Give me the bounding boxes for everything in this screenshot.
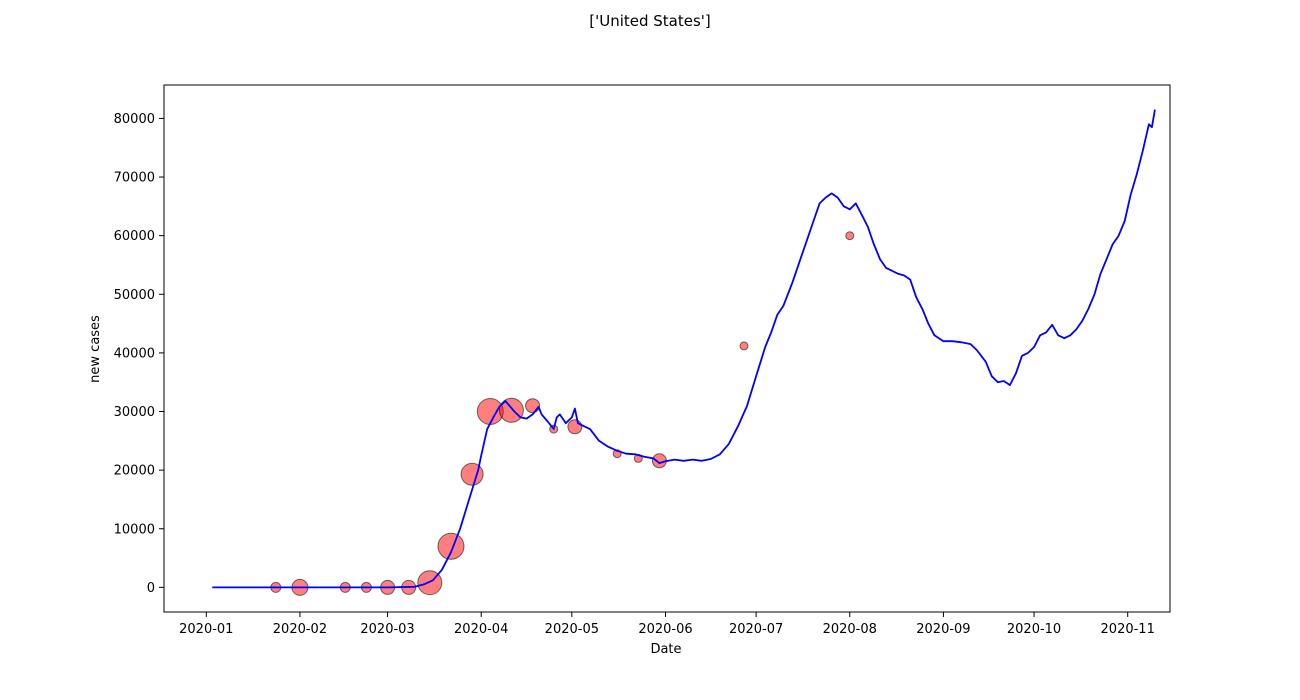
- x-tick-label: 2020-11: [1101, 622, 1155, 637]
- y-tick-label: 70000: [114, 171, 155, 186]
- x-tick-label: 2020-07: [729, 622, 783, 637]
- scatter-point: [845, 231, 855, 241]
- axes: 2020-01 2020-02 2020-03 2020-04 2020-05 2020-…: [114, 112, 1155, 637]
- x-tick-label: 2020-09: [916, 622, 970, 637]
- series-line: [212, 109, 1156, 589]
- x-tick-label: 2020-08: [823, 622, 877, 637]
- x-axis-label: Date: [650, 642, 681, 657]
- scatter-point: [437, 532, 465, 560]
- y-axis-label: new cases: [88, 315, 103, 383]
- plot-area: [164, 85, 1170, 612]
- y-tick-label: 40000: [114, 346, 155, 361]
- y-tick-label: 50000: [114, 288, 155, 303]
- scatter-point: [567, 419, 583, 435]
- y-tick-label: 30000: [114, 405, 155, 420]
- x-tick-label: 2020-10: [1007, 622, 1061, 637]
- x-tick-label: 2020-02: [273, 622, 327, 637]
- x-tick-label: 2020-06: [638, 622, 692, 637]
- y-tick-label: 60000: [114, 229, 155, 244]
- y-tick-label: 80000: [114, 112, 155, 127]
- chart-title: ['United States']: [589, 12, 711, 30]
- x-tick-label: 2020-05: [545, 622, 599, 637]
- scatter-point: [525, 398, 541, 414]
- x-tick-label: 2020-04: [454, 622, 508, 637]
- x-tick-label: 2020-03: [360, 622, 414, 637]
- scatter-point: [739, 341, 749, 351]
- x-tick-label: 2020-01: [179, 622, 233, 637]
- scatter-point: [498, 397, 524, 423]
- plot-frame: [163, 84, 1171, 613]
- marks: [212, 109, 1156, 596]
- y-tick-label: 0: [147, 581, 155, 596]
- y-tick-label: 10000: [114, 522, 155, 537]
- y-tick-label: 20000: [114, 464, 155, 479]
